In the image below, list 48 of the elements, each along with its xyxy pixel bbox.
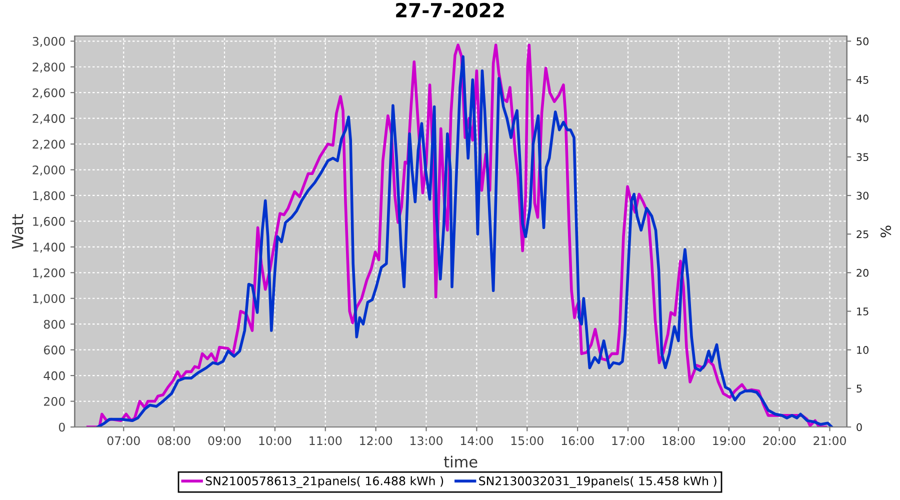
y2-axis-title: % bbox=[880, 226, 892, 238]
y-tick-label: 0 bbox=[58, 422, 65, 432]
y-tick-label: 2,000 bbox=[32, 165, 65, 176]
y-tick-label: 2,800 bbox=[32, 62, 65, 73]
x-tick-label: 11:00 bbox=[310, 436, 342, 446]
y-tick-label: 1,200 bbox=[33, 268, 65, 279]
x-tick-label: 07:00 bbox=[107, 436, 140, 446]
y-tick-label: 1,600 bbox=[33, 216, 65, 228]
y2-tick-label: 35 bbox=[856, 153, 868, 162]
x-tick-label: 21:00 bbox=[814, 436, 846, 446]
y2-tick-label: 50 bbox=[856, 37, 868, 46]
legend-label: SN2130032031_19panels( 15.458 kWh ) bbox=[479, 476, 716, 488]
y2-tick-label: 25 bbox=[856, 230, 868, 238]
x-tick-label: 13:00 bbox=[410, 436, 442, 446]
y2-tick-label: 20 bbox=[856, 268, 868, 277]
y2-tick-label: 0 bbox=[856, 423, 862, 432]
y2-tick-label: 10 bbox=[857, 346, 868, 354]
x-axis-title: time bbox=[444, 456, 478, 468]
y-tick-label: 3,000 bbox=[32, 36, 65, 47]
y2-tick-label: 5 bbox=[856, 384, 862, 393]
y2-tick-label: 40 bbox=[856, 114, 868, 122]
y-tick-label: 2,400 bbox=[32, 114, 65, 124]
y-axis-title: Watt bbox=[12, 214, 24, 249]
y-tick-label: 1,800 bbox=[33, 191, 65, 202]
y-tick-label: 1,000 bbox=[33, 294, 65, 304]
y2-tick-label: 15 bbox=[857, 308, 868, 316]
x-tick-label: 16:00 bbox=[562, 436, 594, 446]
y-tick-label: 1,400 bbox=[33, 242, 65, 253]
y-tick-label: 800 bbox=[44, 320, 65, 329]
y-tick-label: 200 bbox=[44, 397, 65, 406]
x-tick-label: 20:00 bbox=[763, 436, 796, 446]
x-tick-label: 18:00 bbox=[662, 436, 695, 446]
chart-title: 27-7-2022 bbox=[396, 2, 504, 18]
y2-tick-label: 30 bbox=[856, 192, 868, 200]
y-tick-label: 2,200 bbox=[32, 140, 65, 150]
y-tick-label: 2,600 bbox=[32, 88, 65, 98]
x-tick-label: 15:00 bbox=[511, 436, 544, 446]
x-tick-label: 19:00 bbox=[713, 436, 746, 446]
x-tick-label: 09:00 bbox=[208, 436, 241, 446]
y-tick-label: 400 bbox=[44, 371, 65, 380]
legend-label: SN2100578613_21panels( 16.488 kWh ) bbox=[206, 476, 444, 488]
x-tick-label: 17:00 bbox=[612, 436, 644, 446]
y2-tick-label: 45 bbox=[856, 76, 868, 84]
y-tick-label: 600 bbox=[44, 346, 65, 354]
x-tick-label: 10:00 bbox=[259, 436, 292, 446]
x-tick-label: 08:00 bbox=[158, 436, 190, 446]
x-tick-label: 14:00 bbox=[460, 436, 493, 446]
x-tick-label: 12:00 bbox=[360, 436, 392, 446]
